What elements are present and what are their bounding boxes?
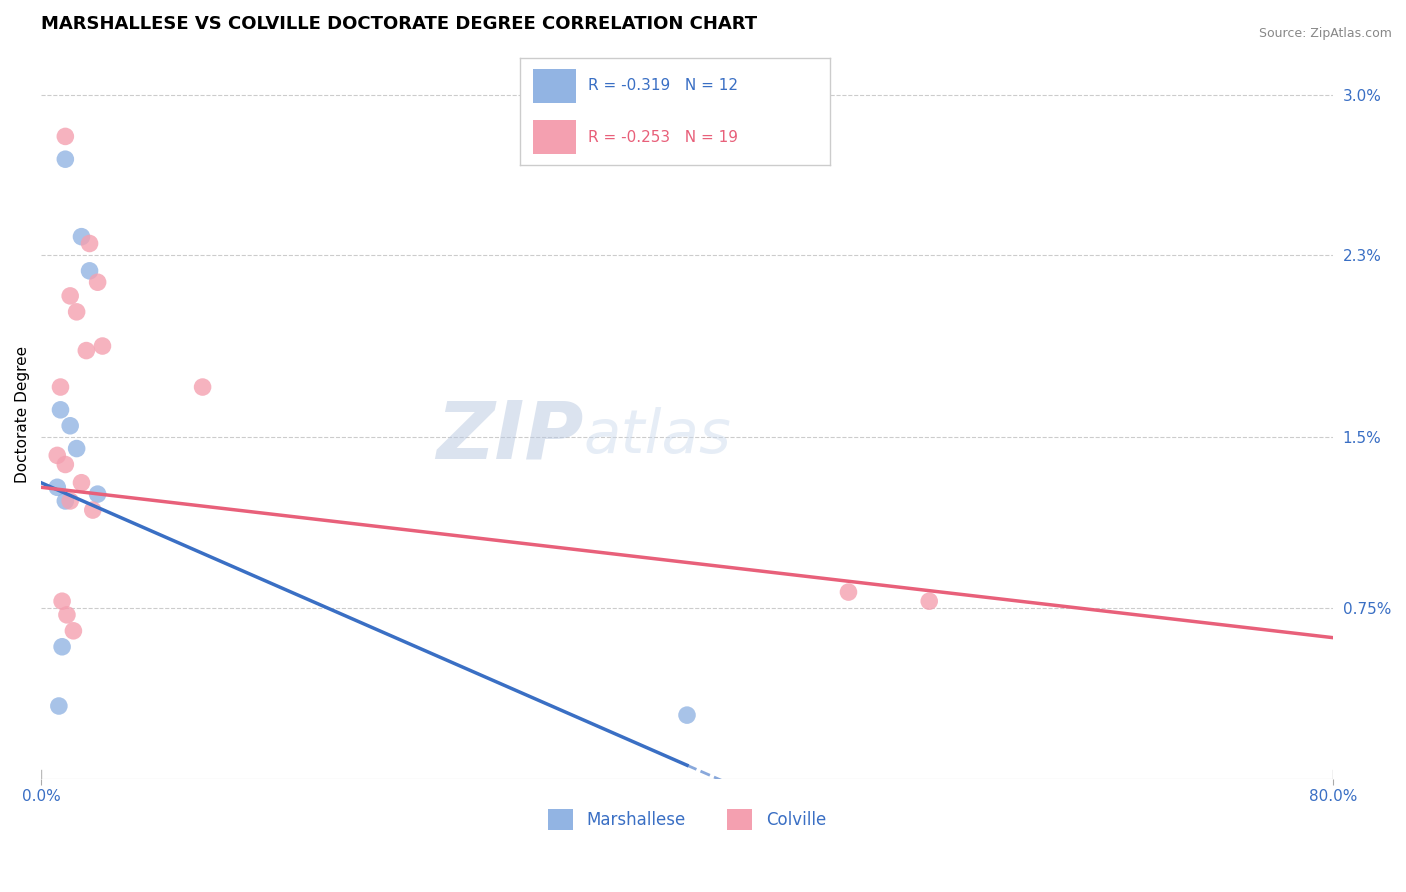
Point [53, 494, 76, 508]
Point [62, 624, 84, 638]
Bar [533, 120, 576, 154]
Point [918, 594, 941, 608]
Text: MARSHALLESE VS COLVILLE DOCTORATE DEGREE CORRELATION CHART: MARSHALLESE VS COLVILLE DOCTORATE DEGREE… [41, 15, 758, 33]
Point [191, 380, 214, 394]
Point [676, 708, 699, 723]
Point [79, 264, 101, 278]
Point [59, 289, 82, 303]
Point [59, 418, 82, 433]
Text: R = -0.253   N = 19: R = -0.253 N = 19 [588, 129, 738, 145]
Point [53, 152, 76, 166]
Point [66, 442, 89, 456]
Point [46, 480, 69, 494]
Point [82, 503, 104, 517]
Y-axis label: Doctorate Degree: Doctorate Degree [15, 346, 30, 483]
Point [86, 487, 108, 501]
Legend: Marshallese, Colville: Marshallese, Colville [541, 803, 832, 836]
Text: ZIP: ZIP [436, 397, 583, 475]
Point [75, 343, 97, 358]
Text: R = -0.319   N = 12: R = -0.319 N = 12 [588, 78, 738, 94]
Point [49, 402, 72, 417]
Point [86, 275, 108, 289]
Point [70, 475, 93, 490]
Point [59, 494, 82, 508]
Bar [533, 69, 576, 103]
Point [837, 585, 859, 599]
Point [66, 305, 89, 319]
Text: Source: ZipAtlas.com: Source: ZipAtlas.com [1258, 27, 1392, 40]
Text: atlas: atlas [583, 407, 731, 466]
Point [46, 449, 69, 463]
Point [56, 607, 79, 622]
Point [79, 236, 101, 251]
Point [53, 458, 76, 472]
Point [51, 640, 73, 654]
Point [70, 229, 93, 244]
Point [49, 380, 72, 394]
Point [91, 339, 114, 353]
Point [48, 698, 70, 713]
Point [53, 129, 76, 144]
Point [51, 594, 73, 608]
